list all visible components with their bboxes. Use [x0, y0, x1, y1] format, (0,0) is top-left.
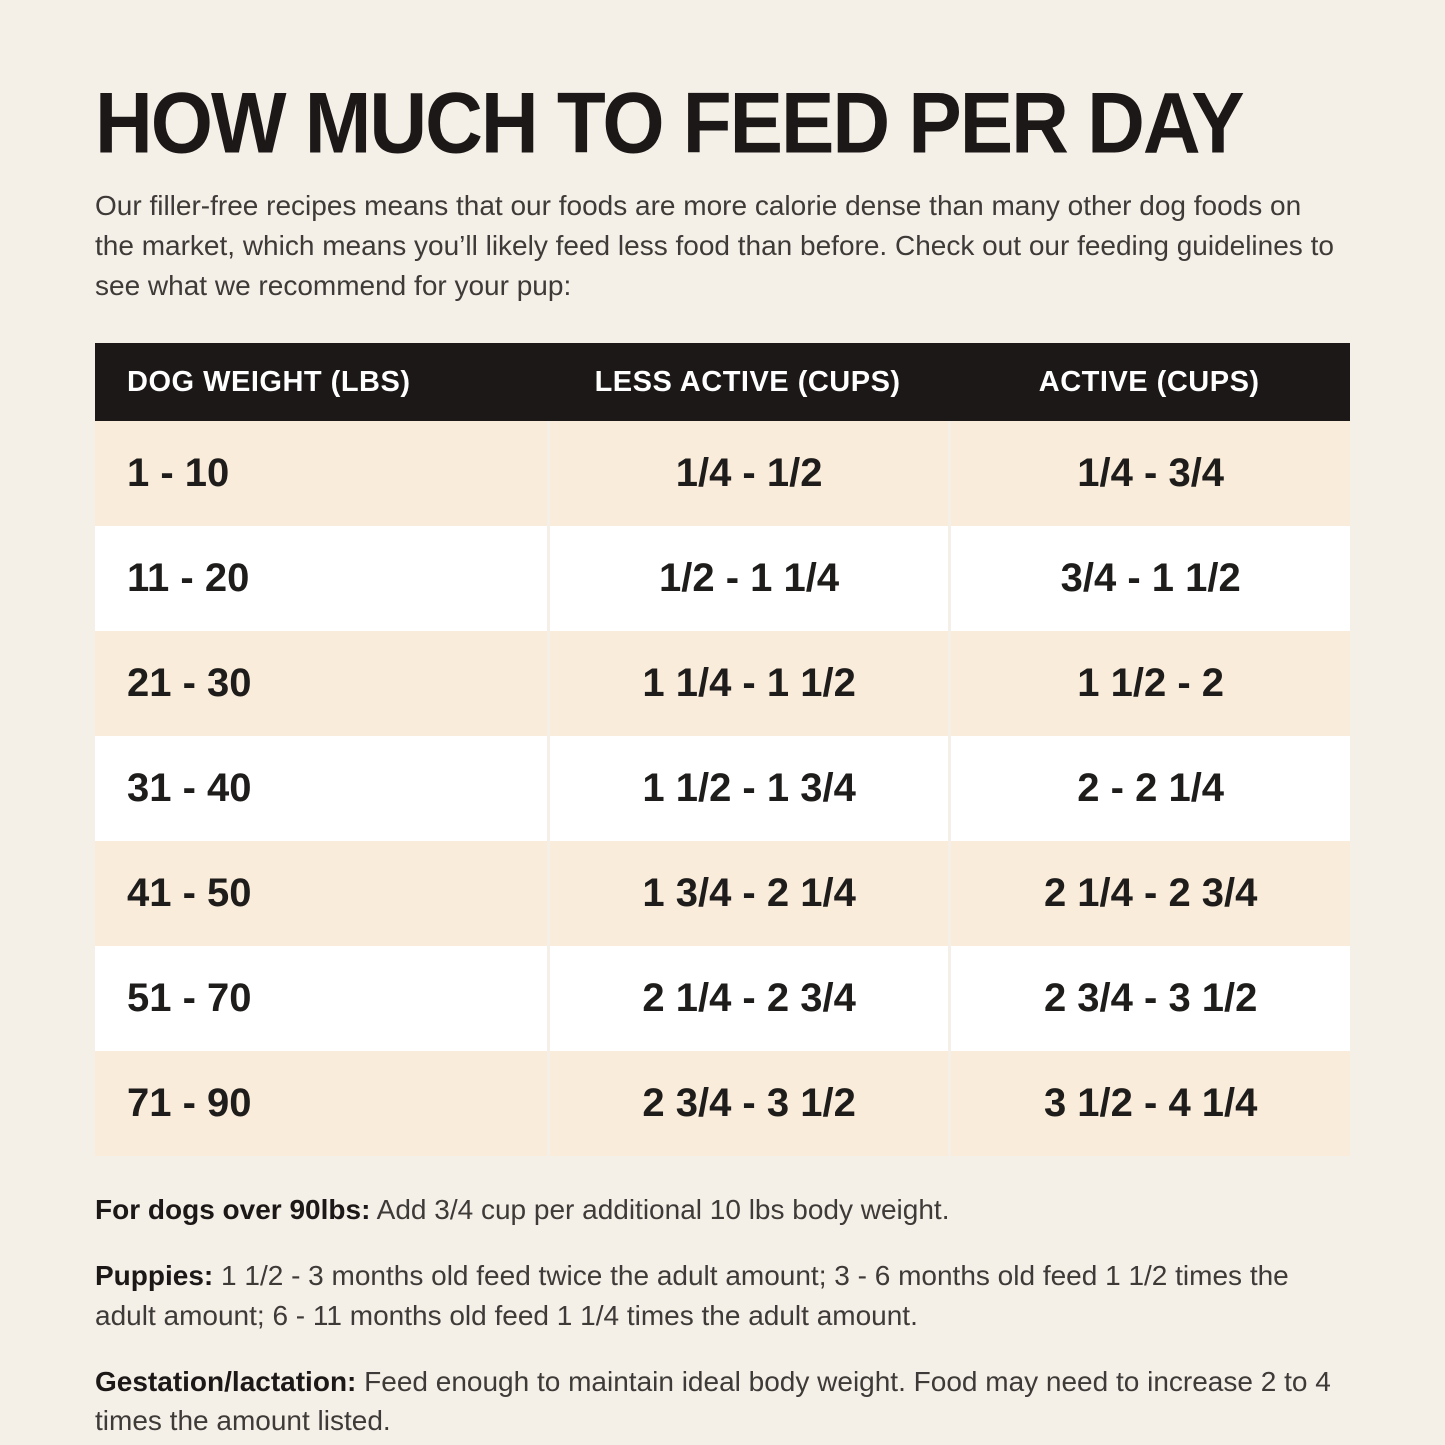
- cell-active: 2 1/4 - 2 3/4: [948, 841, 1350, 947]
- column-header-active: ACTIVE (CUPS): [1038, 365, 1260, 398]
- footnote-text: Feed enough to maintain ideal body weigh…: [95, 1365, 1331, 1437]
- table-header-row: DOG WEIGHT (LBS) LESS ACTIVE (CUPS) ACTI…: [95, 343, 1350, 422]
- table-row: 11 - 20 1/2 - 1 1/4 3/4 - 1 1/2: [95, 526, 1350, 632]
- cell-active: 1 1/2 - 2: [948, 631, 1350, 737]
- cell-dog-weight: 1 - 10: [127, 451, 230, 496]
- cell-dog-weight: 51 - 70: [127, 976, 252, 1021]
- footnote-gestation-lactation: Gestation/lactation: Feed enough to main…: [95, 1362, 1350, 1442]
- table-row: 41 - 50 1 3/4 - 2 1/4 2 1/4 - 2 3/4: [95, 841, 1350, 947]
- cell-less-active: 2 1/4 - 2 3/4: [546, 946, 949, 1052]
- column-header-dog-weight: DOG WEIGHT (LBS): [127, 365, 411, 398]
- footnote-text: 1 1/2 - 3 months old feed twice the adul…: [95, 1260, 1289, 1331]
- cell-active: 1/4 - 3/4: [948, 421, 1350, 527]
- cell-dog-weight: 31 - 40: [127, 766, 252, 811]
- footnotes-section: For dogs over 90lbs: Add 3/4 cup per add…: [95, 1190, 1350, 1441]
- table-row: 51 - 70 2 1/4 - 2 3/4 2 3/4 - 3 1/2: [95, 946, 1350, 1052]
- cell-less-active: 1/2 - 1 1/4: [546, 526, 949, 632]
- column-header-less-active: LESS ACTIVE (CUPS): [594, 365, 901, 398]
- cell-dog-weight: 11 - 20: [127, 556, 250, 601]
- footnote-label: For dogs over 90lbs:: [95, 1194, 371, 1226]
- table-row: 1 - 10 1/4 - 1/2 1/4 - 3/4: [95, 421, 1350, 527]
- feeding-table: DOG WEIGHT (LBS) LESS ACTIVE (CUPS) ACTI…: [95, 343, 1350, 1157]
- cell-dog-weight: 41 - 50: [127, 871, 252, 916]
- cell-less-active: 1/4 - 1/2: [546, 421, 949, 527]
- cell-active: 2 - 2 1/4: [948, 736, 1350, 842]
- cell-active: 2 3/4 - 3 1/2: [948, 946, 1350, 1052]
- table-row: 31 - 40 1 1/2 - 1 3/4 2 - 2 1/4: [95, 736, 1350, 842]
- cell-less-active: 1 1/2 - 1 3/4: [546, 736, 949, 842]
- cell-dog-weight: 21 - 30: [127, 661, 252, 706]
- cell-active: 3 1/2 - 4 1/4: [948, 1051, 1350, 1157]
- intro-paragraph: Our filler-free recipes means that our f…: [95, 190, 1334, 301]
- cell-less-active: 1 3/4 - 2 1/4: [546, 841, 949, 947]
- cell-dog-weight: 71 - 90: [127, 1081, 252, 1126]
- footnote-over-90lbs: For dogs over 90lbs: Add 3/4 cup per add…: [95, 1190, 1350, 1230]
- table-row: 71 - 90 2 3/4 - 3 1/2 3 1/2 - 4 1/4: [95, 1051, 1350, 1157]
- cell-active: 3/4 - 1 1/2: [948, 526, 1350, 632]
- footnote-text: Add 3/4 cup per additional 10 lbs body w…: [370, 1194, 950, 1226]
- cell-less-active: 2 3/4 - 3 1/2: [546, 1051, 949, 1157]
- table-row: 21 - 30 1 1/4 - 1 1/2 1 1/2 - 2: [95, 631, 1350, 737]
- footnote-puppies: Puppies: 1 1/2 - 3 months old feed twice…: [95, 1256, 1350, 1336]
- cell-less-active: 1 1/4 - 1 1/2: [546, 631, 949, 737]
- footnote-label: Puppies:: [95, 1260, 214, 1291]
- page-title: HOW MUCH TO FEED PER DAY: [95, 74, 1245, 171]
- footnote-label: Gestation/lactation:: [95, 1365, 357, 1397]
